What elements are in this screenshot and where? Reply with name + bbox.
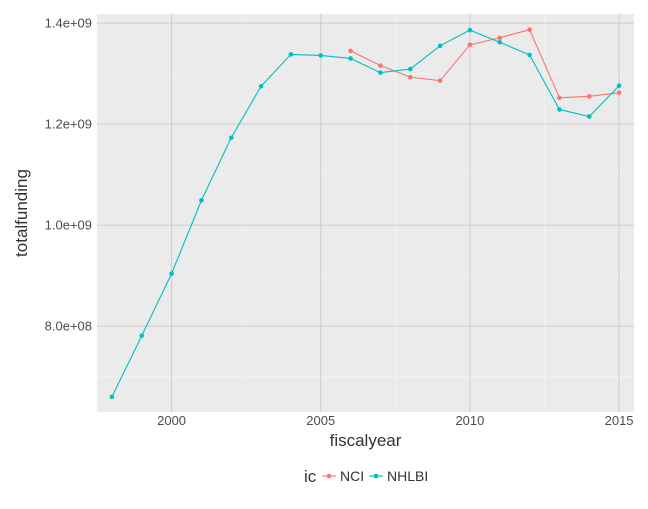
axis-labels: 2000 2005 2010 2015 8.0e+08 1.0e+09 1.2e+09 1.4…: [45, 16, 634, 428]
legend-key-point: [326, 473, 332, 479]
legend: ic NCI NHLBI: [304, 467, 428, 486]
legend-title: ic: [304, 467, 317, 486]
legend-item-nci: NCI: [322, 468, 364, 484]
x-tick-label: 2005: [306, 413, 335, 428]
series-group: [109, 27, 622, 400]
data-point: [139, 333, 145, 339]
legend-label: NCI: [340, 468, 364, 484]
data-point: [407, 66, 413, 72]
series-line: [111, 29, 620, 398]
data-point: [557, 95, 562, 101]
data-point: [497, 35, 503, 41]
data-point: [467, 27, 473, 33]
x-tick-label: 2015: [605, 413, 634, 428]
legend-key-point: [373, 473, 379, 479]
data-point: [348, 48, 353, 54]
data-point: [318, 53, 324, 58]
x-tick-label: 2000: [157, 413, 186, 428]
data-point: [378, 63, 383, 68]
data-point: [348, 56, 353, 61]
y-axis-title: totalfunding: [12, 169, 31, 257]
data-point: [199, 198, 204, 203]
data-point: [288, 52, 294, 57]
data-point: [169, 271, 174, 276]
x-tick-label: 2010: [455, 413, 484, 428]
y-tick-label: 1.2e+09: [45, 117, 92, 132]
y-tick-label: 8.0e+08: [45, 319, 92, 334]
data-point: [616, 90, 622, 96]
data-point: [228, 135, 234, 141]
series-nci: [348, 27, 622, 101]
y-tick-label: 1.4e+09: [45, 16, 92, 31]
data-point: [109, 394, 115, 400]
series-nhlbi: [109, 27, 622, 400]
data-point: [586, 94, 592, 99]
data-point: [258, 83, 264, 89]
data-point: [407, 74, 413, 80]
data-point: [527, 27, 532, 32]
y-tick-label: 1.0e+09: [45, 218, 92, 233]
data-point: [557, 107, 562, 112]
data-point: [527, 52, 532, 58]
grid-lines: [96, 14, 634, 412]
data-point: [437, 43, 443, 49]
legend-item-nhlbi: NHLBI: [369, 468, 428, 484]
data-point: [616, 83, 622, 89]
data-point: [378, 70, 383, 75]
data-point: [437, 78, 443, 83]
legend-label: NHLBI: [387, 468, 428, 484]
data-point: [467, 42, 473, 48]
data-point: [586, 114, 592, 119]
data-point: [497, 39, 503, 45]
x-axis-title: fiscalyear: [330, 431, 402, 450]
